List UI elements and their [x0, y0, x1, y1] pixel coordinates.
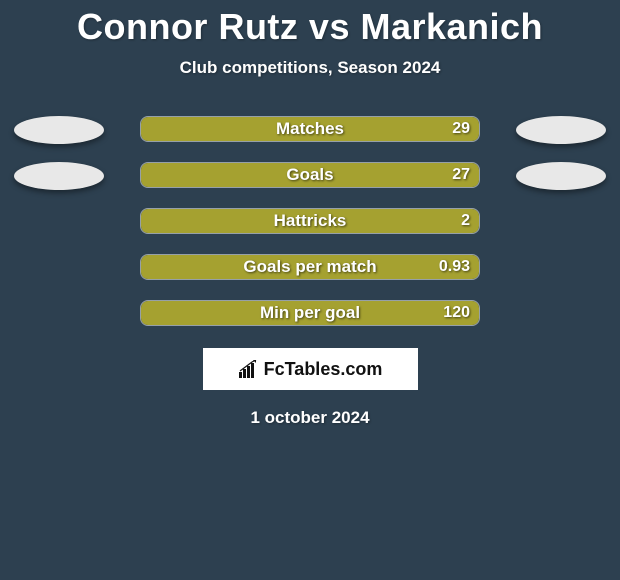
- date-text: 1 october 2024: [0, 408, 620, 428]
- player-avatar-right: [516, 162, 606, 190]
- page-subtitle: Club competitions, Season 2024: [0, 58, 620, 78]
- player-avatar-right: [516, 116, 606, 144]
- stat-row: Hattricks2: [0, 208, 620, 236]
- stat-row: Goals per match0.93: [0, 254, 620, 282]
- stat-row: Min per goal120: [0, 300, 620, 328]
- bar-fill: [141, 117, 479, 141]
- stat-row: Goals27: [0, 162, 620, 190]
- stat-row: Matches29: [0, 116, 620, 144]
- bar-track: [140, 254, 480, 280]
- bar-track: [140, 300, 480, 326]
- logo: FcTables.com: [238, 359, 383, 380]
- logo-box: FcTables.com: [203, 348, 418, 390]
- bar-track: [140, 116, 480, 142]
- player-avatar-left: [14, 116, 104, 144]
- bar-track: [140, 162, 480, 188]
- player-avatar-left: [14, 162, 104, 190]
- chart-bars-icon: [238, 360, 260, 378]
- page-title: Connor Rutz vs Markanich: [0, 0, 620, 48]
- bar-fill: [141, 163, 479, 187]
- bar-fill: [141, 301, 479, 325]
- bar-fill: [141, 255, 479, 279]
- bar-fill: [141, 209, 479, 233]
- logo-text: FcTables.com: [264, 359, 383, 380]
- bar-track: [140, 208, 480, 234]
- comparison-chart: Matches29 Goals27 Hattricks2 Goals per matc…: [0, 116, 620, 328]
